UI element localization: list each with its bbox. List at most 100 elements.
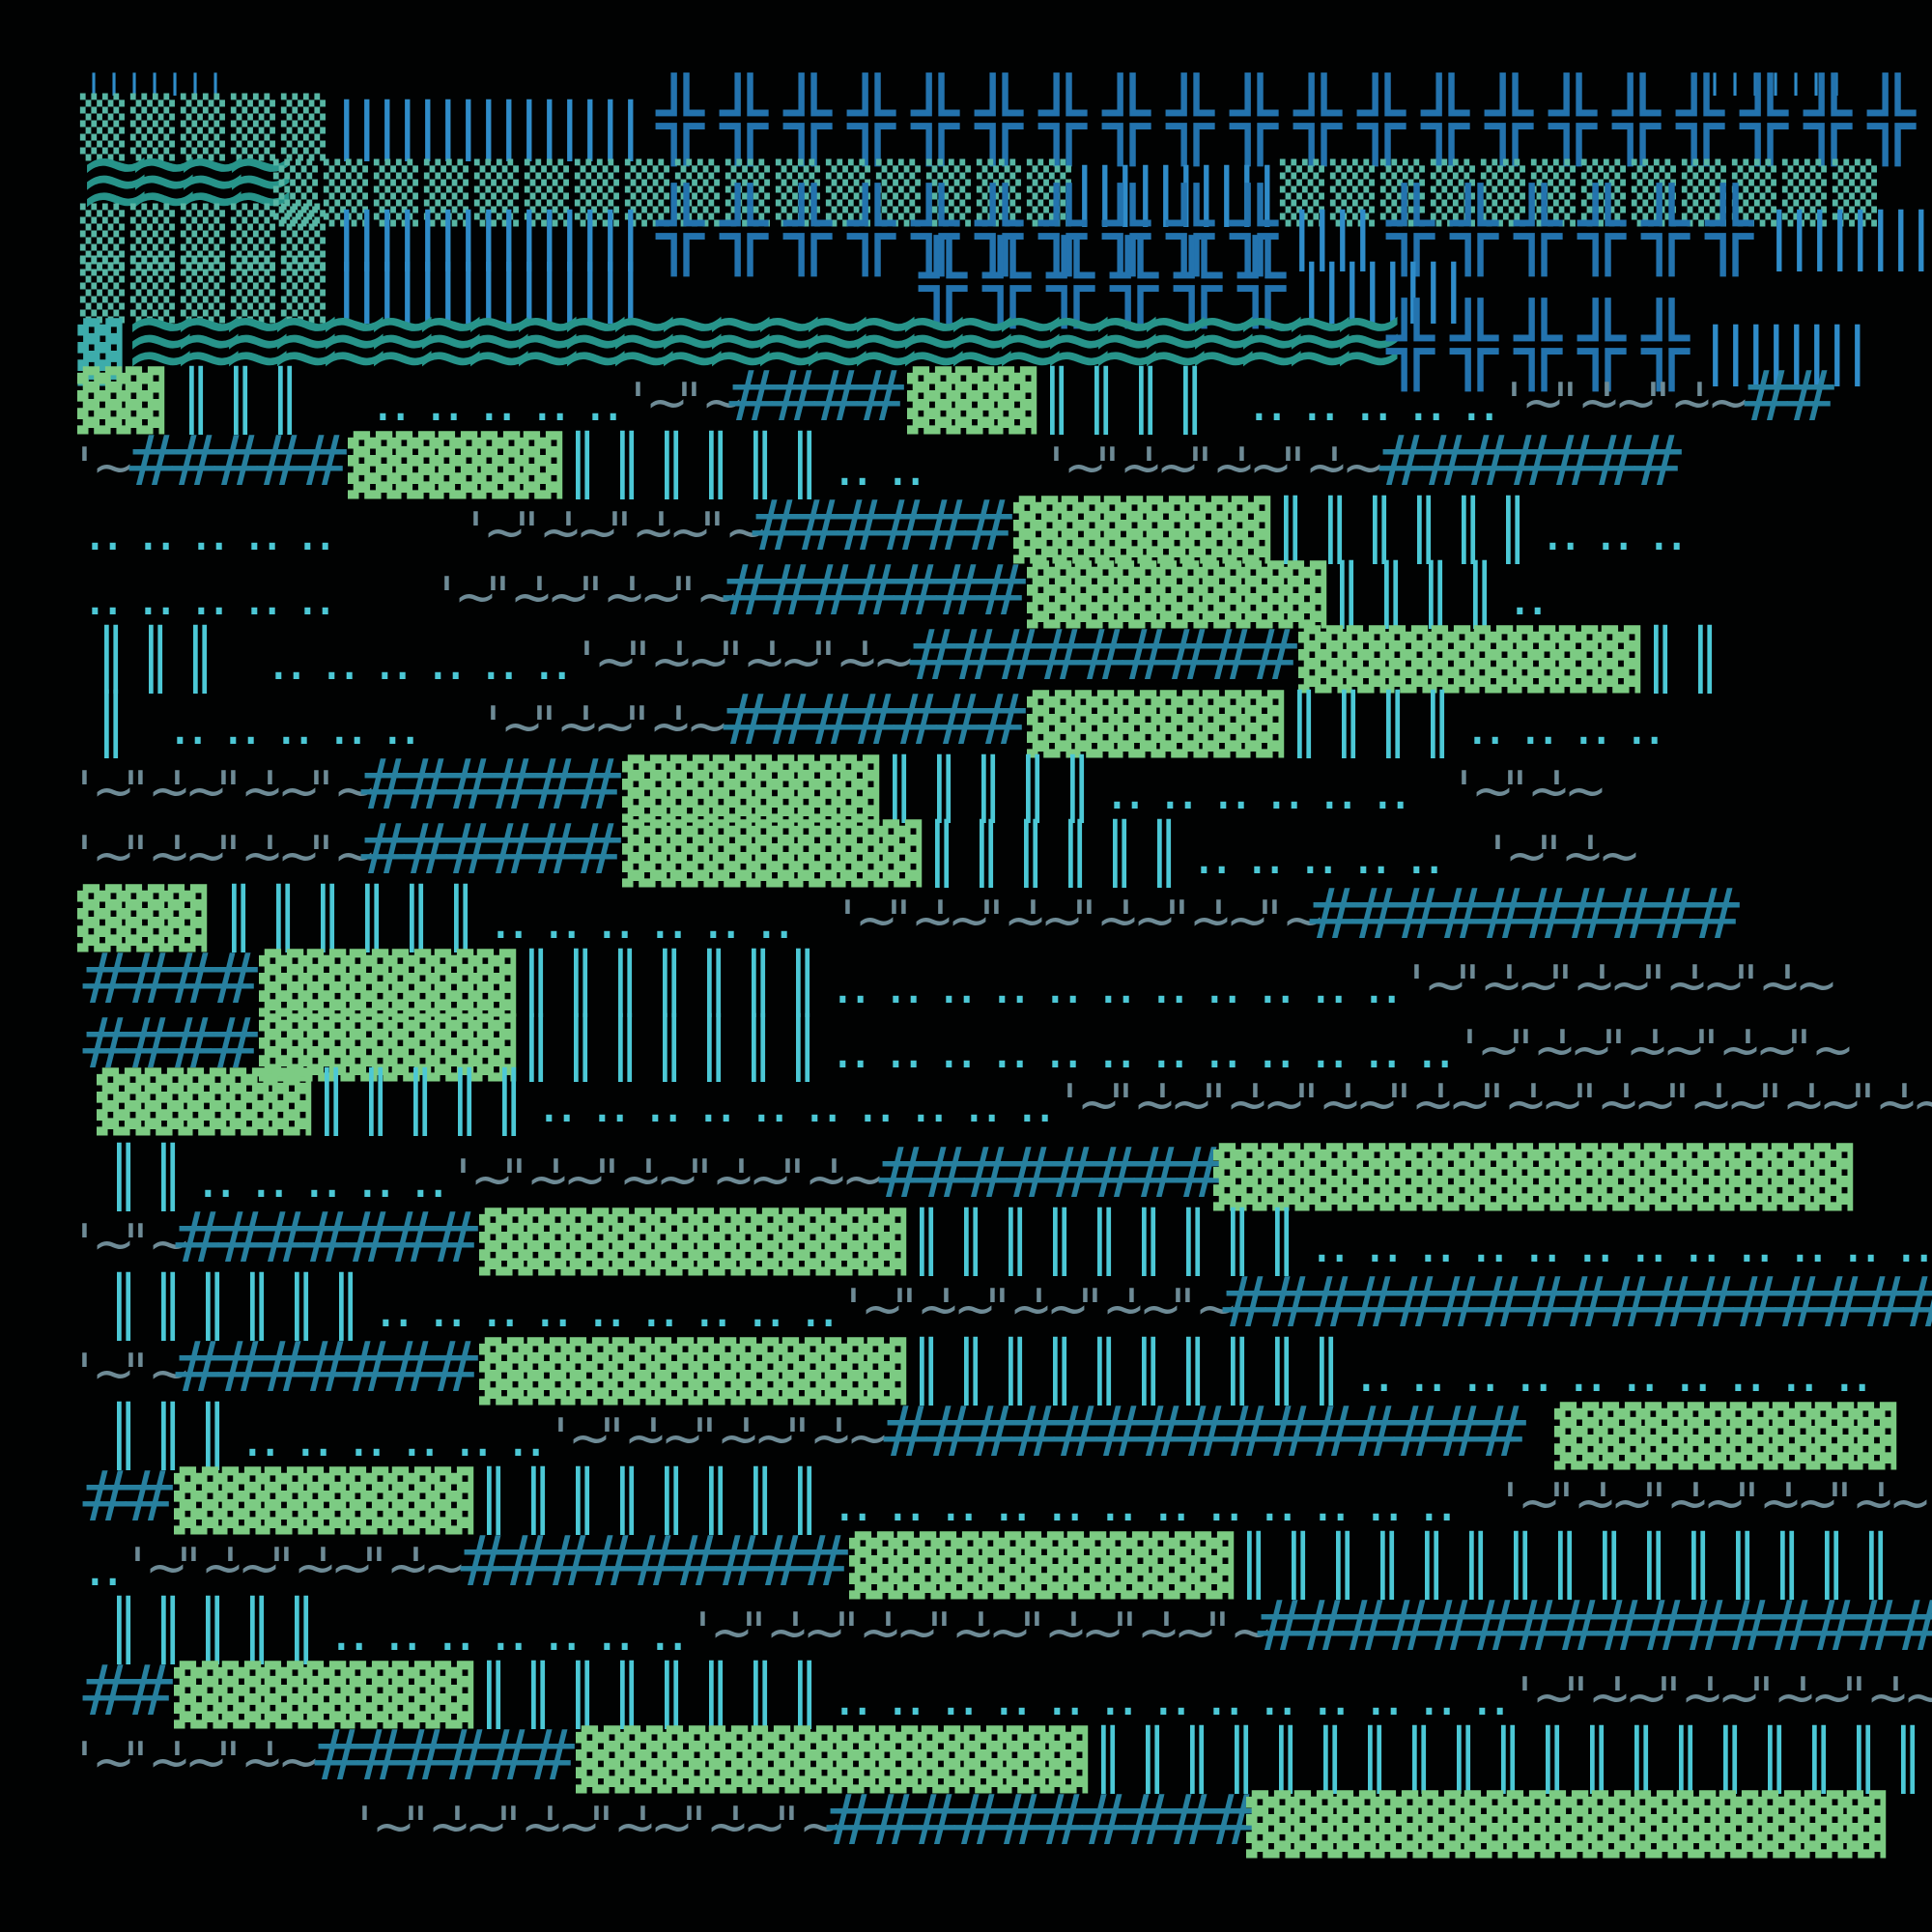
gray-tick-tilde-glyph: "~ xyxy=(1480,1073,1548,1134)
gray-tick-tilde-glyph: '~ xyxy=(1518,1666,1577,1727)
glyph-run-gray-tick-tilde: '~"~'~"~'~"~ xyxy=(77,765,377,817)
teal-hash-glyph: # xyxy=(973,550,1032,631)
blue-single-bar-glyph: | xyxy=(377,91,398,162)
green-dense-shade-block-glyph: ▓ xyxy=(1501,1791,1547,1859)
blue-single-bar-glyph: | xyxy=(519,253,540,325)
cyan-double-pipe-glyph: ║ xyxy=(1219,1208,1256,1276)
gray-tick-tilde-glyph: '~ xyxy=(1434,1073,1492,1134)
teal-hash-glyph: # xyxy=(1464,1585,1523,1666)
glyph-run-gray-tick-tilde: '~"~'~"~'~"~'~ xyxy=(130,1542,467,1594)
blue-top-tick-glyph: ╷ xyxy=(163,51,187,96)
glyph-run-cyan-double-pipe: ║ ║ ║ ║ ║ ║ xyxy=(216,890,483,948)
green-dense-shade-block-glyph: ▓ xyxy=(576,1726,621,1794)
teal-hash-glyph: # xyxy=(1260,1262,1319,1343)
cyan-double-pipe-glyph: ║ xyxy=(150,1144,186,1211)
green-dense-shade-block-glyph: ▓ xyxy=(259,1014,304,1082)
glyph-run-cyan-dot-pair: ............ xyxy=(235,1408,554,1464)
blue-double-cross-glyph: ╬ xyxy=(1357,74,1406,166)
cyan-dot-pair-glyph: .. xyxy=(887,1015,923,1081)
green-dense-shade-block-glyph: ▓ xyxy=(1019,1532,1065,1600)
teal-hash-glyph: # xyxy=(949,1779,1008,1861)
glyph-run-gray-tick-tilde: '~"~'~"~'~ xyxy=(486,700,729,753)
blue-single-bar-glyph: | xyxy=(417,201,439,272)
gray-tick-tilde-glyph: '~ xyxy=(77,760,136,821)
green-dense-shade-block-glyph: ▓ xyxy=(1852,1403,1897,1470)
teal-hash-glyph: # xyxy=(1685,1262,1744,1343)
glyph-run-cyan-dot-pair: .......... xyxy=(190,1150,456,1206)
teal-hash-glyph: # xyxy=(1549,1585,1608,1666)
teal-hash-glyph: # xyxy=(803,550,862,631)
cyan-double-pipe-glyph: ║ xyxy=(105,1597,142,1664)
blue-double-cross-glyph: ╬ xyxy=(1230,185,1278,276)
cyan-double-pipe-glyph: ║ xyxy=(1130,1208,1167,1276)
cyan-dot-pair-glyph: .. xyxy=(1261,1662,1296,1728)
glyph-row: ▓▓▓ ║ ║ ║ ║ ║ ║............ '~"~'~"~'~"~'~"~'~"… xyxy=(77,873,1745,954)
glyph-run-cyan-double-pipe: ║ ║ ║ xyxy=(89,631,222,689)
blue-top-tick-glyph: ╷ xyxy=(1804,51,1829,96)
green-dense-shade-block-glyph: ▓ xyxy=(977,1532,1022,1600)
gray-tick-tilde-glyph: '~ xyxy=(827,1149,886,1209)
cyan-double-pipe-glyph: ║ xyxy=(1813,1532,1850,1600)
teal-hash-glyph: # xyxy=(440,809,499,890)
teal-hash-glyph: # xyxy=(1043,1132,1102,1213)
green-dense-shade-block-glyph: ▓ xyxy=(849,1532,895,1600)
teal-hash-glyph: # xyxy=(1629,420,1688,501)
glyph-run-cyan-dot-pair: ...................... xyxy=(825,955,1409,1011)
glyph-run-teal-sparse-shade-block: ▒▒▒▒▒ xyxy=(77,209,328,267)
cyan-dot-pair-glyph: .. xyxy=(1303,368,1339,434)
green-dense-shade-block-glyph: ▓ xyxy=(1374,1791,1419,1859)
teal-hash-glyph: # xyxy=(124,420,183,501)
cyan-dot-pair-glyph: .. xyxy=(192,497,228,563)
blue-single-bar-glyph: | xyxy=(1789,201,1810,272)
green-dense-shade-block-glyph: ▓ xyxy=(819,1208,865,1276)
cyan-double-pipe-glyph: ║ xyxy=(1041,1208,1078,1276)
blue-single-bar-glyph: | xyxy=(1809,201,1831,272)
gray-tick-tilde-glyph: "~ xyxy=(124,1213,192,1274)
glyph-run-cyan-dot-pair: .......... xyxy=(77,502,343,558)
blue-top-tick-glyph: ╷ xyxy=(1784,51,1808,96)
blue-double-cross-glyph: ╬ xyxy=(1514,185,1562,276)
glyph-run-cyan-dot-pair: ............ xyxy=(483,891,802,947)
glyph-run-cyan-dot-pair: .......... xyxy=(1241,373,1507,429)
glyph-run-gray-tick-tilde: '~"~ xyxy=(631,377,745,429)
glyph-run-cyan-dot-pair: .. xyxy=(1502,567,1555,623)
cyan-double-pipe-glyph: ║ xyxy=(1547,1532,1583,1600)
green-dense-shade-block-glyph: ▓ xyxy=(1341,1144,1386,1211)
gray-tick-tilde-glyph: "~ xyxy=(1281,437,1350,497)
gray-tick-tilde-glyph: "~ xyxy=(742,1602,810,1662)
glyph-run-cyan-double-pipe: ║ ║ ║ ║ ║ ║ xyxy=(101,1278,368,1336)
teal-sparse-shade-block-glyph: ▒ xyxy=(574,159,620,227)
green-dense-shade-block-glyph: ▓ xyxy=(1586,1791,1632,1859)
gray-tick-tilde-glyph: "~ xyxy=(1109,1073,1178,1134)
blue-single-bar-glyph: | xyxy=(1301,253,1322,325)
cyan-dot-pair-glyph: .. xyxy=(802,1274,838,1340)
teal-hash-glyph: # xyxy=(1559,873,1618,954)
green-dense-shade-block-glyph: ▓ xyxy=(390,432,436,499)
teal-hash-glyph: # xyxy=(795,1520,854,1602)
glyph-run-teal-hash: ###### xyxy=(355,814,626,884)
cyan-dot-pair-glyph: .. xyxy=(1048,1662,1084,1728)
gray-tick-tilde-glyph: '~ xyxy=(1341,1073,1400,1134)
teal-sparse-shade-block-glyph: ▒ xyxy=(1832,159,1878,227)
cyan-dot-pair-glyph: .. xyxy=(1354,821,1390,887)
green-dense-shade-block-glyph: ▓ xyxy=(1426,1144,1471,1211)
teal-hash-glyph: # xyxy=(1032,614,1091,696)
gray-tick-tilde-glyph: '~ xyxy=(734,1149,793,1209)
blue-double-cross-glyph: ╬ xyxy=(1705,185,1753,276)
teal-hash-glyph: # xyxy=(1889,1591,1932,1661)
cyan-double-pipe-glyph: ║ xyxy=(786,1467,823,1535)
cyan-double-pipe-glyph: ║ xyxy=(1458,1532,1494,1600)
cyan-double-pipe-glyph: ║ xyxy=(1272,497,1309,564)
cyan-dot-pair-glyph: .. xyxy=(171,692,207,757)
teal-hash-glyph: # xyxy=(340,1197,399,1278)
cyan-dot-pair-glyph: .. xyxy=(1897,1209,1932,1275)
green-dense-shade-block-glyph: ▓ xyxy=(649,1208,695,1276)
cyan-dot-pair-glyph: .. xyxy=(598,1598,634,1663)
cyan-double-pipe-glyph: ║ xyxy=(1146,820,1182,888)
green-dense-shade-block-glyph: ▓ xyxy=(1544,1791,1589,1859)
green-dense-shade-block-glyph: ▓ xyxy=(1629,1791,1674,1859)
glyph-row: '~"~#######▓▓▓▓▓▓▓▓▓▓║ ║ ║ ║ ║ ║ ║ ║ ║ ║.........… xyxy=(77,1332,1880,1402)
teal-hash-glyph: # xyxy=(1644,873,1703,954)
glyph-run-cyan-double-pipe: ║ ║ ║ ║ ║ ║ ║ xyxy=(514,954,825,1012)
teal-hash-glyph: # xyxy=(991,1779,1050,1861)
